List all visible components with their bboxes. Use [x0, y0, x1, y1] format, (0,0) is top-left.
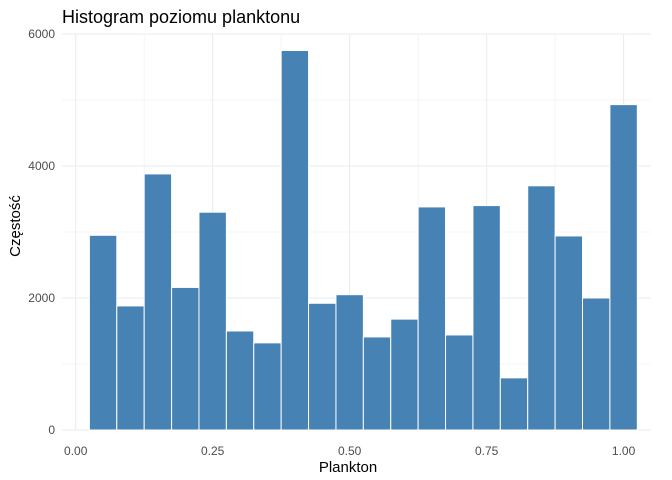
chart-title: Histogram poziomu planktonu — [62, 7, 300, 27]
histogram-bar — [308, 302, 337, 431]
histogram-bar — [582, 297, 611, 431]
histogram-bar — [88, 234, 118, 431]
x-tick-label: 1.00 — [612, 444, 636, 458]
y-tick-label: 2000 — [28, 291, 55, 305]
histogram-bar — [527, 185, 556, 431]
histogram-bar — [417, 206, 447, 431]
y-axis-title: Częstość — [7, 195, 24, 257]
x-tick-label: 0.00 — [64, 444, 88, 458]
histogram-bar — [335, 294, 364, 431]
histogram-bar — [609, 104, 638, 431]
histogram-bar — [390, 318, 419, 431]
histogram-bar — [225, 330, 255, 431]
bars — [88, 50, 638, 431]
x-tick-label: 0.50 — [338, 444, 362, 458]
histogram-bar — [499, 377, 529, 431]
y-axis-ticks: 0 2000 4000 6000 — [28, 27, 55, 437]
y-tick-label: 0 — [48, 423, 55, 437]
histogram-bar — [253, 342, 282, 431]
histogram-bar — [198, 211, 227, 431]
y-tick-label: 6000 — [28, 27, 55, 41]
histogram-bar — [445, 334, 474, 431]
histogram-bar — [171, 286, 200, 431]
histogram-bar — [362, 336, 392, 431]
x-axis-ticks: 0.00 0.25 0.50 0.75 1.00 — [64, 444, 636, 458]
histogram-bar — [280, 50, 310, 431]
y-tick-label: 4000 — [28, 159, 55, 173]
x-tick-label: 0.25 — [201, 444, 225, 458]
histogram-bar — [143, 173, 173, 431]
x-tick-label: 0.75 — [475, 444, 499, 458]
histogram-bar — [472, 205, 501, 431]
histogram-bar — [116, 305, 145, 431]
histogram-bar — [554, 235, 584, 431]
x-axis-title: Plankton — [319, 459, 377, 476]
